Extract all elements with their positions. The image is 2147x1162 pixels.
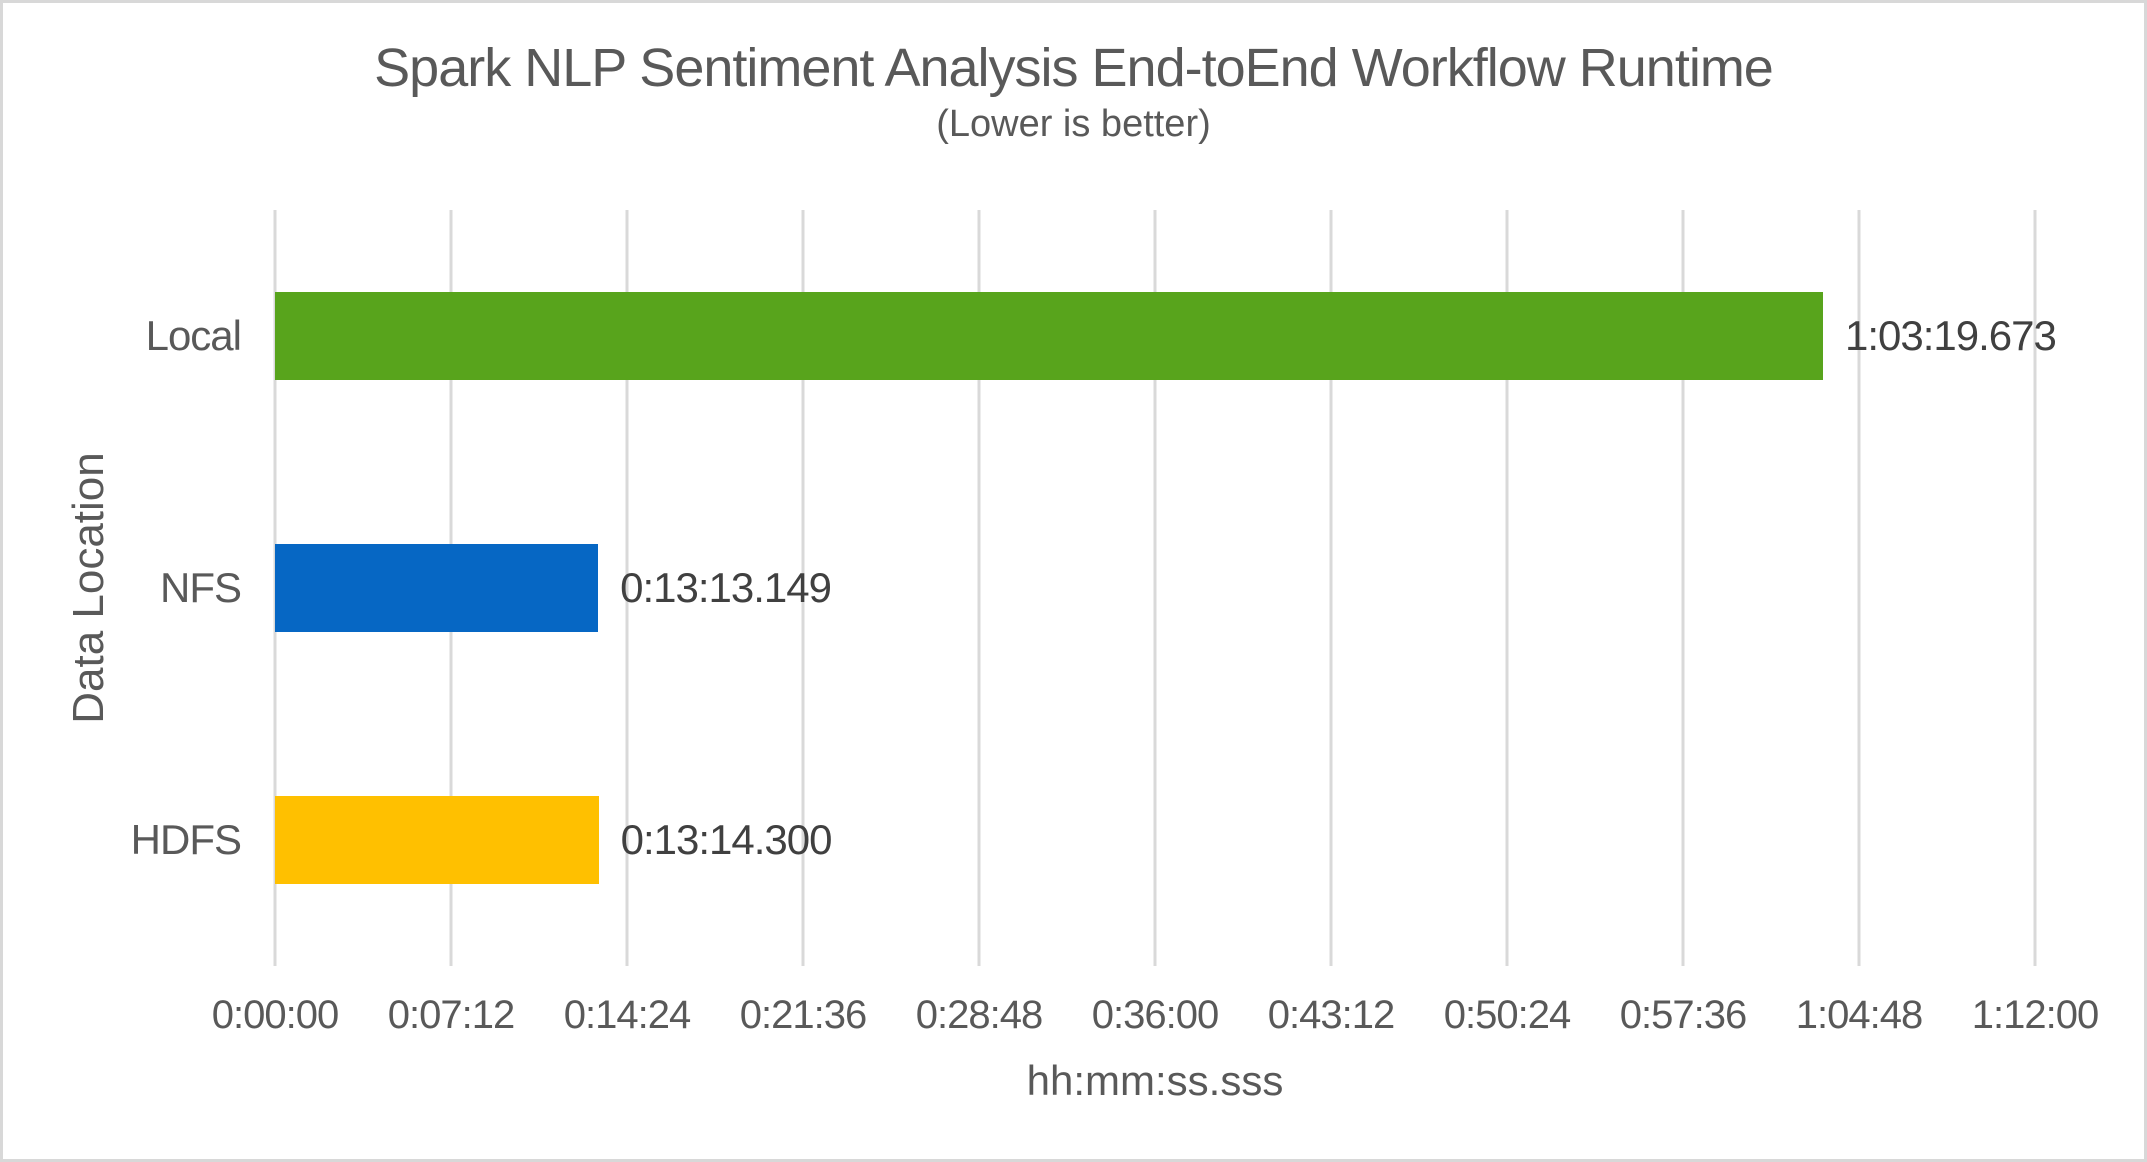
gridline [1857,210,1861,966]
x-tick-label: 0:28:48 [915,993,1043,1037]
bar-local [275,292,1823,380]
gridline [1153,210,1157,966]
category-label-local: Local [145,312,242,359]
category-label-nfs: NFS [160,564,242,611]
x-tick-label: 0:14:24 [563,993,691,1037]
bar-nfs [275,544,599,632]
x-tick-label: 0:07:12 [387,993,515,1037]
x-tick-label: 1:04:48 [1795,993,1923,1037]
chart-subtitle: (Lower is better) [936,103,1211,145]
x-tick-label: 0:57:36 [1619,993,1747,1037]
value-label-hdfs: 0:13:14.300 [620,816,833,863]
gridline [1505,210,1509,966]
value-label-nfs: 0:13:13.149 [620,564,832,611]
x-tick-label: 0:36:00 [1091,993,1219,1037]
gridline [977,210,981,966]
gridline [1329,210,1333,966]
gridline [1681,210,1685,966]
gridline [2033,210,2037,966]
category-label-hdfs: HDFS [130,816,242,863]
bar-hdfs [275,796,599,884]
x-tick-label: 0:43:12 [1267,993,1395,1037]
x-tick-label: 0:00:00 [211,993,339,1037]
x-axis-title: hh:mm:ss.sss [1026,1057,1284,1104]
plot-area: 1:03:19.673 0:13:13.149 0:13:14.300 [273,210,2057,966]
chart-title: Spark NLP Sentiment Analysis End-toEnd W… [374,38,1774,98]
x-tick-label: 0:50:24 [1443,993,1571,1037]
gridline [625,210,629,966]
x-tick-label: 1:12:00 [1971,993,2099,1037]
x-tick-label: 0:21:36 [739,993,867,1037]
value-label-local: 1:03:19.673 [1845,312,2057,359]
gridline [801,210,805,966]
